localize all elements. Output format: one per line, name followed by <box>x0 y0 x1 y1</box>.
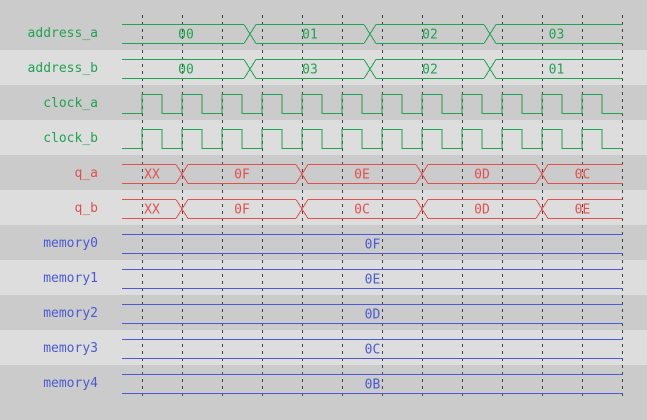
signal-label-clock_a[interactable]: clock_a <box>43 96 98 111</box>
bus-value: 0E <box>354 168 370 183</box>
wave-q_a: XX 0F 0E 0D 0C <box>122 164 623 184</box>
bus-value: 02 <box>422 28 438 43</box>
signal-label-memory2[interactable]: memory2 <box>43 306 98 321</box>
signal-label-clock_b[interactable]: clock_b <box>43 131 98 146</box>
bus-value: 01 <box>302 28 318 43</box>
bus-value: 0E <box>365 273 381 288</box>
row-stripe <box>0 260 647 295</box>
bus-value: XX <box>144 203 160 218</box>
wave-memory2: 0D <box>122 304 623 324</box>
bus-value: 0F <box>234 168 250 183</box>
wave-address_b: 00 03 02 01 <box>122 59 623 79</box>
bus-value: 0F <box>365 238 381 253</box>
row-stripe <box>0 330 647 365</box>
clock-wave-path <box>122 129 623 149</box>
bus-value: 0B <box>365 378 381 393</box>
bus-value: 01 <box>549 63 565 78</box>
row-stripe <box>0 50 647 85</box>
bus-value: 0C <box>365 343 381 358</box>
bus-value: 02 <box>422 63 438 78</box>
signal-label-address_a[interactable]: address_a <box>27 26 98 41</box>
signal-label-memory0[interactable]: memory0 <box>43 236 98 251</box>
bus-value: 00 <box>178 28 194 43</box>
bus-value: 0E <box>575 203 591 218</box>
wave-memory4: 0B <box>122 374 623 394</box>
bus-value: 0C <box>575 168 591 183</box>
wave-memory1: 0E <box>122 269 623 289</box>
wave-q_b: XX 0F 0C 0D 0E <box>122 199 623 219</box>
wave-address_a: 00 01 02 03 <box>122 24 623 44</box>
signal-label-q_b[interactable]: q_b <box>74 201 98 216</box>
signal-label-address_b[interactable]: address_b <box>27 61 98 76</box>
bus-value: XX <box>144 168 160 183</box>
wave-clock_a <box>122 94 623 114</box>
wave-memory0: 0F <box>122 234 623 254</box>
signal-label-q_a[interactable]: q_a <box>74 166 98 181</box>
wave-clock_b <box>122 129 623 149</box>
signal-label-memory3[interactable]: memory3 <box>43 341 98 356</box>
row-stripe <box>0 190 647 225</box>
clock-wave-path <box>122 94 623 114</box>
bus-value: 03 <box>549 28 565 43</box>
signal-label-memory1[interactable]: memory1 <box>43 271 98 286</box>
bus-value: 0D <box>474 168 490 183</box>
bus-value: 0C <box>354 203 370 218</box>
wave-memory3: 0C <box>122 339 623 359</box>
bus-value: 03 <box>302 63 318 78</box>
bus-value: 00 <box>178 63 194 78</box>
bus-value: 0D <box>365 308 381 323</box>
signal-label-memory4[interactable]: memory4 <box>43 376 98 391</box>
bus-value: 0F <box>234 203 250 218</box>
row-stripe <box>0 120 647 155</box>
bus-value: 0D <box>474 203 490 218</box>
